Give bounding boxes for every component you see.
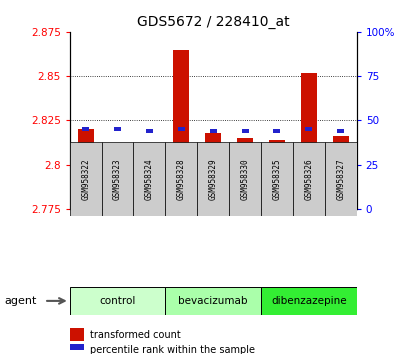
Bar (141, 159, 157, 209)
Text: transformed count: transformed count (90, 330, 180, 339)
Text: GSM958327: GSM958327 (335, 158, 344, 200)
Bar (324, 142, 356, 216)
Bar (273, 129, 280, 133)
Text: percentile rank within the sample: percentile rank within the sample (90, 346, 254, 354)
Text: GSM958324: GSM958324 (144, 158, 153, 200)
Bar (205, 133, 220, 209)
Bar (292, 142, 324, 216)
Text: control: control (99, 296, 135, 306)
Bar (77, 129, 93, 209)
Bar (70, 142, 101, 216)
Bar (197, 142, 229, 216)
Text: GSM958328: GSM958328 (176, 158, 185, 200)
Bar (70, 344, 84, 354)
Bar (165, 287, 261, 315)
Bar (165, 142, 197, 216)
Text: GSM958329: GSM958329 (208, 158, 217, 200)
Text: GSM958323: GSM958323 (113, 158, 122, 200)
Text: GSM958330: GSM958330 (240, 158, 249, 200)
Bar (146, 129, 153, 133)
Bar (114, 127, 121, 131)
Bar (229, 142, 261, 216)
Bar (109, 188, 125, 209)
Bar (261, 287, 356, 315)
Bar (332, 136, 348, 209)
Bar (241, 129, 248, 133)
Bar (305, 127, 312, 131)
Bar (133, 142, 165, 216)
Bar (300, 73, 316, 209)
Text: bevacizumab: bevacizumab (178, 296, 247, 306)
Bar (261, 142, 292, 216)
Bar (70, 287, 165, 315)
Text: GSM958326: GSM958326 (303, 158, 312, 200)
Bar (178, 127, 184, 131)
Title: GDS5672 / 228410_at: GDS5672 / 228410_at (137, 16, 289, 29)
Bar (101, 142, 133, 216)
Bar (268, 140, 284, 209)
Text: GSM958325: GSM958325 (272, 158, 281, 200)
Bar (236, 138, 252, 209)
Bar (173, 50, 189, 209)
Bar (209, 129, 216, 133)
Text: agent: agent (4, 296, 36, 306)
Bar (70, 328, 84, 341)
Bar (82, 127, 89, 131)
Text: GSM958322: GSM958322 (81, 158, 90, 200)
Bar (337, 129, 344, 133)
Text: dibenzazepine: dibenzazepine (270, 296, 346, 306)
